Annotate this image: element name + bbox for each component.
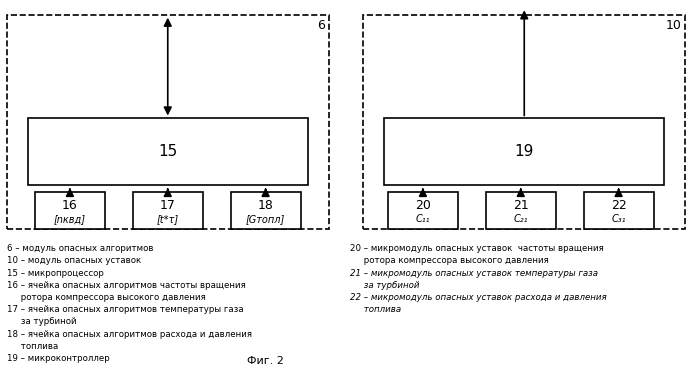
Text: 16: 16 — [62, 199, 78, 212]
Text: за турбиной: за турбиной — [7, 317, 77, 326]
Text: C₃₁: C₃₁ — [612, 214, 626, 224]
Text: ротора компрессора высокого давления: ротора компрессора высокого давления — [350, 256, 548, 265]
Text: C₂₁: C₂₁ — [514, 214, 528, 224]
FancyBboxPatch shape — [363, 15, 685, 229]
FancyBboxPatch shape — [388, 192, 458, 229]
FancyBboxPatch shape — [486, 192, 556, 229]
FancyBboxPatch shape — [231, 192, 301, 229]
Text: 15 – микропроцессор: 15 – микропроцессор — [7, 269, 104, 278]
Text: 18 – ячейка опасных алгоритмов расхода и давления: 18 – ячейка опасных алгоритмов расхода и… — [7, 330, 252, 339]
Text: за турбиной: за турбиной — [350, 281, 419, 290]
Text: 18: 18 — [258, 199, 273, 212]
Text: C₁₁: C₁₁ — [416, 214, 430, 224]
Text: топлива: топлива — [7, 342, 58, 351]
FancyBboxPatch shape — [133, 192, 203, 229]
Text: 6 – модуль опасных алгоритмов: 6 – модуль опасных алгоритмов — [7, 244, 154, 253]
FancyBboxPatch shape — [584, 192, 654, 229]
Text: 20: 20 — [415, 199, 431, 212]
Text: [t*τ]: [t*τ] — [157, 214, 179, 224]
Text: 10 – модуль опасных уставок: 10 – модуль опасных уставок — [7, 256, 141, 265]
Text: 17: 17 — [160, 199, 175, 212]
Text: 21 – микромодуль опасных уставок температуры газа: 21 – микромодуль опасных уставок темпера… — [350, 269, 598, 278]
FancyBboxPatch shape — [7, 15, 329, 229]
Text: [Gтопл]: [Gтопл] — [246, 214, 285, 224]
Text: 17 – ячейка опасных алгоритмов температуры газа: 17 – ячейка опасных алгоритмов температу… — [7, 305, 244, 314]
Text: 21: 21 — [513, 199, 528, 212]
Text: 6: 6 — [317, 18, 325, 31]
Text: 16 – ячейка опасных алгоритмов частоты вращения: 16 – ячейка опасных алгоритмов частоты в… — [7, 281, 246, 290]
Text: 22: 22 — [611, 199, 626, 212]
Text: 20 – микромодуль опасных уставок  частоты вращения: 20 – микромодуль опасных уставок частоты… — [350, 244, 603, 253]
Text: топлива: топлива — [350, 305, 401, 314]
Text: 19 – микроконтроллер: 19 – микроконтроллер — [7, 354, 110, 363]
Text: ротора компрессора высокого давления: ротора компрессора высокого давления — [7, 293, 206, 302]
Text: 22 – микромодуль опасных уставок расхода и давления: 22 – микромодуль опасных уставок расхода… — [350, 293, 606, 302]
Text: Фиг. 2: Фиг. 2 — [247, 356, 284, 366]
Text: 15: 15 — [158, 144, 178, 159]
FancyBboxPatch shape — [35, 192, 105, 229]
Text: 10: 10 — [665, 18, 682, 31]
FancyBboxPatch shape — [28, 118, 308, 185]
FancyBboxPatch shape — [384, 118, 664, 185]
Text: 19: 19 — [514, 144, 534, 159]
Text: [nквд]: [nквд] — [54, 214, 86, 224]
